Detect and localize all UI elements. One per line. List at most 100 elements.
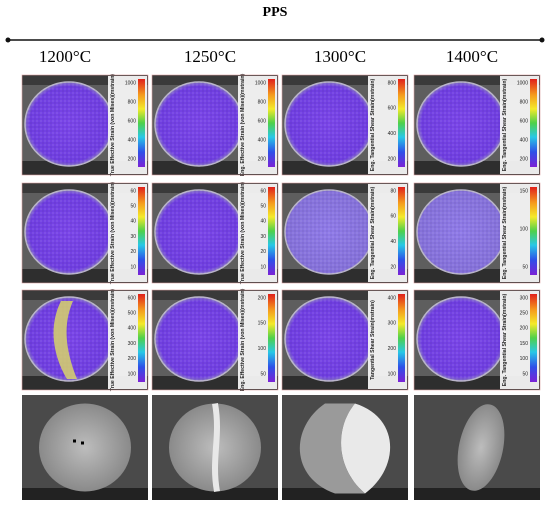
colorbar-tick-label: 400 (128, 137, 137, 143)
colorbar-tick-label: 60 (390, 214, 396, 220)
colorbar-tick-label: 200 (388, 156, 397, 162)
panel-border (21, 182, 149, 284)
colorbar-tick-label: 600 (388, 106, 397, 112)
strain-band (53, 301, 77, 379)
crack (212, 402, 220, 493)
fixture-bottom (414, 488, 540, 500)
colorbar (138, 79, 145, 167)
specimen-photo (414, 395, 540, 500)
fragment (299, 403, 365, 494)
colorbar-tick-label: 250 (520, 311, 529, 317)
column-label: 1300°C (314, 47, 366, 66)
colorbar-tick-label: 600 (258, 118, 267, 124)
colorbar-tick-label: 200 (128, 156, 137, 162)
colorbar-tick-label: 1000 (255, 80, 266, 86)
colorbar-title: Tangential Shear Strain(mstrain) (370, 300, 376, 380)
specimen (39, 403, 131, 492)
colorbar-tick-label: 50 (260, 204, 266, 210)
colorbar-tick-label: 100 (128, 371, 137, 377)
panel-border (151, 289, 279, 391)
colorbar-tick-label: 200 (128, 356, 137, 362)
column-label: 1250°C (184, 47, 236, 66)
panel-border (413, 289, 541, 391)
fixture-bottom (22, 488, 148, 500)
colorbar-title: Eng. Effective Strain (von Mises)(mstrai… (240, 73, 246, 176)
colorbar (268, 187, 275, 275)
colorbar-tick-label: 60 (260, 188, 266, 194)
colorbar-tick-label: 200 (520, 326, 529, 332)
strain-panel: Eng. Tangential Shear Strain(mstrain) 80 6… (281, 182, 409, 284)
colorbar-tick-label: 40 (260, 219, 266, 225)
colorbar-tick-label: 30 (130, 234, 136, 240)
timeline-dot (5, 37, 11, 43)
colorbar-tick-label: 50 (522, 264, 528, 270)
colorbar-tick-label: 30 (260, 234, 266, 240)
colorbar (268, 294, 275, 382)
colorbar-tick-label: 400 (128, 326, 137, 332)
colorbar (138, 187, 145, 275)
colorbar-tick-label: 20 (390, 264, 396, 270)
colorbar (530, 294, 537, 382)
fixture-top (152, 290, 278, 300)
mark (81, 441, 84, 445)
colorbar-tick-label: 150 (520, 341, 529, 347)
fixture-top (414, 290, 540, 300)
speckle (417, 82, 505, 166)
colorbar-tick-label: 600 (128, 118, 137, 124)
fixture-top (282, 183, 408, 193)
colorbar-tick-label: 800 (520, 99, 529, 105)
colorbar (268, 79, 275, 167)
colorbar-tick-label: 200 (520, 156, 529, 162)
colorbar-tick-label: 50 (260, 371, 266, 377)
colorbar-title: Eng. Effective Strain (von Mises)(mstrai… (240, 288, 246, 391)
colorbar (530, 187, 537, 275)
colorbar-tick-label: 20 (260, 249, 266, 255)
panel-border (281, 289, 409, 391)
colorbar-tick-label: 50 (130, 204, 136, 210)
colorbar-tick-label: 150 (258, 321, 267, 327)
colorbar-tick-label: 100 (258, 346, 267, 352)
colorbar (398, 294, 405, 382)
specimen (457, 404, 505, 491)
colorbar-title: Eng. Tangential Shear Strain(mstrain) (502, 294, 508, 387)
colorbar (138, 294, 145, 382)
colorbar-tick-label: 400 (388, 295, 397, 301)
fixture-top (152, 183, 278, 193)
colorbar-tick-label: 60 (130, 188, 136, 194)
colorbar-tick-label: 400 (388, 131, 397, 137)
colorbar-tick-label: 200 (258, 295, 267, 301)
column-label: 1200°C (39, 47, 91, 66)
colorbar-tick-label: 10 (260, 264, 266, 270)
panel-border (281, 182, 409, 284)
fixture-bottom (152, 488, 278, 500)
strain-panel: Eng. Tangential Shear Strain(mstrain) 800… (281, 74, 409, 176)
colorbar (530, 79, 537, 167)
colorbar-tick-label: 400 (258, 137, 267, 143)
speckle (417, 297, 505, 381)
colorbar-title: Eng. Tangential Shear Strain(mstrain) (502, 79, 508, 172)
strain-panel: Tangential Shear Strain(mstrain) 400 300 20… (281, 289, 409, 391)
colorbar-tick-label: 600 (128, 295, 137, 301)
specimen-photo (152, 395, 278, 500)
fixture-top (282, 290, 408, 300)
colorbar-tick-label: 300 (388, 321, 397, 327)
speckle (285, 297, 373, 381)
column-label: 1400°C (446, 47, 498, 66)
colorbar-tick-label: 100 (520, 226, 529, 232)
colorbar-tick-label: 1000 (125, 80, 136, 86)
fixture-top (282, 75, 408, 85)
panel-border (281, 74, 409, 176)
speckle (25, 190, 113, 274)
colorbar-tick-label: 300 (128, 341, 137, 347)
strain-panel: Eng. Tangential Shear Strain(mstrain) 150… (413, 182, 541, 284)
strain-panel: True Effective Strain (von Mises)(mstrai… (21, 182, 149, 284)
colorbar-tick-label: 200 (388, 346, 397, 352)
colorbar-tick-label: 40 (390, 239, 396, 245)
strain-panel: Eng. Tangential Shear Strain(mstrain) 100… (413, 74, 541, 176)
speckle (155, 297, 243, 381)
colorbar-tick-label: 10 (130, 264, 136, 270)
panel-border (413, 74, 541, 176)
colorbar-tick-label: 50 (522, 371, 528, 377)
panel-border (21, 74, 149, 176)
